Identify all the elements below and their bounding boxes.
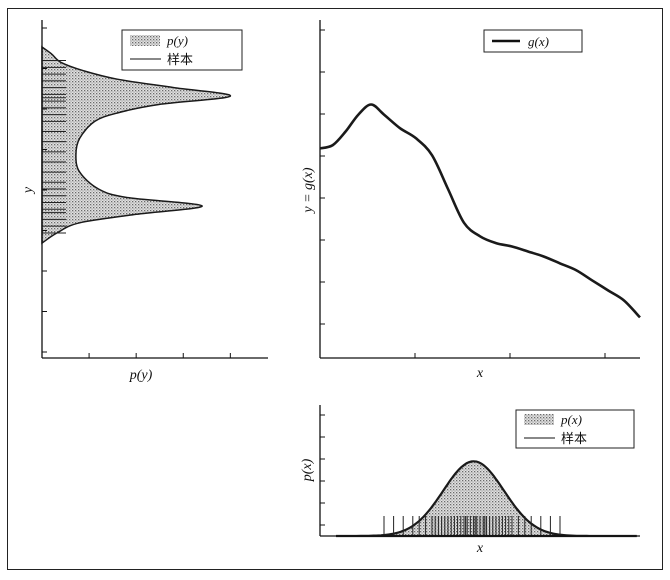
px-legend-swatch	[524, 414, 554, 425]
gx-legend-box	[483, 29, 583, 53]
py-legend-label-sample: 样本	[167, 52, 193, 67]
gx-ylabel: y = g(x)	[301, 167, 316, 215]
px-legend-label-sample: 样本	[561, 431, 587, 446]
gx-curve	[319, 103, 641, 319]
py-panel: y p(y) p(y) 样本	[21, 20, 268, 383]
gx-panel: y = g(x) x g(x)	[301, 20, 641, 381]
gx-xlabel: x	[476, 366, 484, 381]
py-sample-marks	[42, 60, 66, 234]
gx-legend-label: g(x)	[528, 34, 549, 49]
py-ylabel: y	[21, 186, 36, 195]
gx-legend: g(x)	[483, 29, 583, 53]
px-legend-label-density: p(x)	[560, 412, 582, 427]
py-legend-swatch	[130, 35, 160, 46]
py-xlabel: p(y)	[129, 368, 153, 383]
py-y-ticks	[42, 27, 47, 353]
py-legend-label-density: p(y)	[166, 33, 188, 48]
px-panel: p(x) x p(x) 样本	[300, 405, 640, 556]
gx-x-ticks	[414, 353, 606, 358]
figure-frame	[7, 8, 663, 570]
py-legend-box	[121, 29, 243, 71]
py-x-ticks	[88, 353, 231, 358]
px-legend: p(x) 样本	[515, 409, 635, 449]
gx-y-ticks	[320, 29, 325, 325]
py-density-area	[41, 45, 232, 245]
px-ylabel: p(x)	[300, 458, 315, 482]
py-legend: p(y) 样本	[121, 29, 243, 71]
px-sample-marks	[383, 516, 561, 535]
px-xlabel: x	[476, 541, 484, 556]
px-y-ticks	[320, 414, 325, 526]
